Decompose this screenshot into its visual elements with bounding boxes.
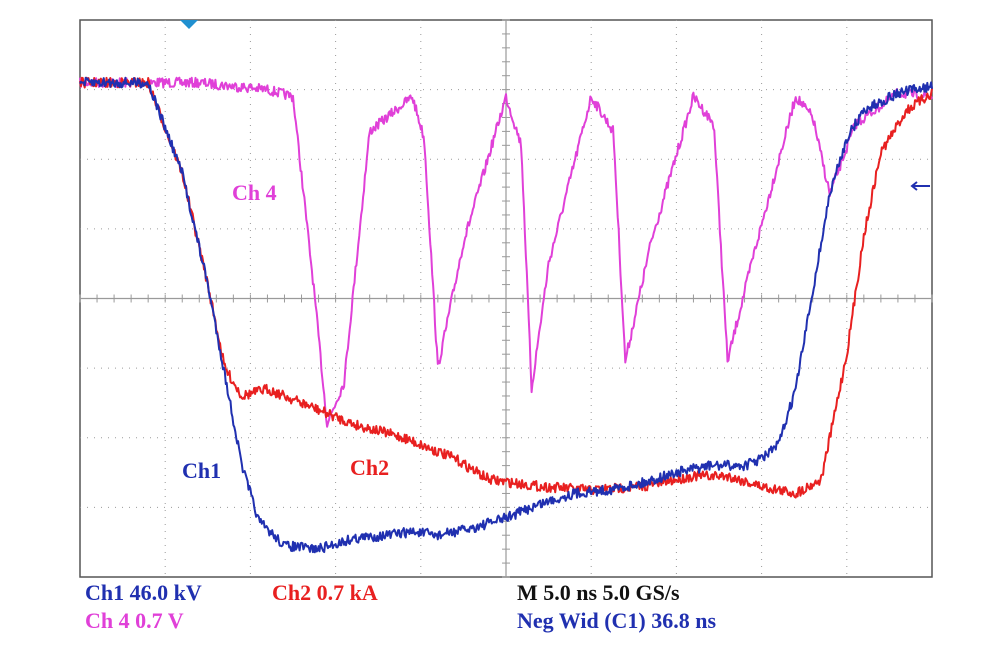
trigger-position-marker xyxy=(180,20,198,29)
ch1-trace-label: Ch1 xyxy=(182,458,222,483)
timebase-readout: M 5.0 ns 5.0 GS/s xyxy=(517,580,680,605)
ch4-trace-label: Ch 4 xyxy=(232,180,277,205)
trace-ch2 xyxy=(79,76,933,499)
traces xyxy=(79,76,933,554)
ch1-scale-readout: Ch1 46.0 kV xyxy=(85,580,202,605)
measurement-readout: Neg Wid (C1) 36.8 ns xyxy=(517,608,717,633)
ch2-trace-label: Ch2 xyxy=(350,455,390,480)
ch4-scale-readout: Ch 4 0.7 V xyxy=(85,608,184,633)
trigger-level-arrow xyxy=(910,181,930,191)
trace-ch4 xyxy=(79,76,933,428)
ch2-scale-readout: Ch2 0.7 kA xyxy=(272,580,378,605)
trace-ch1 xyxy=(79,76,933,554)
